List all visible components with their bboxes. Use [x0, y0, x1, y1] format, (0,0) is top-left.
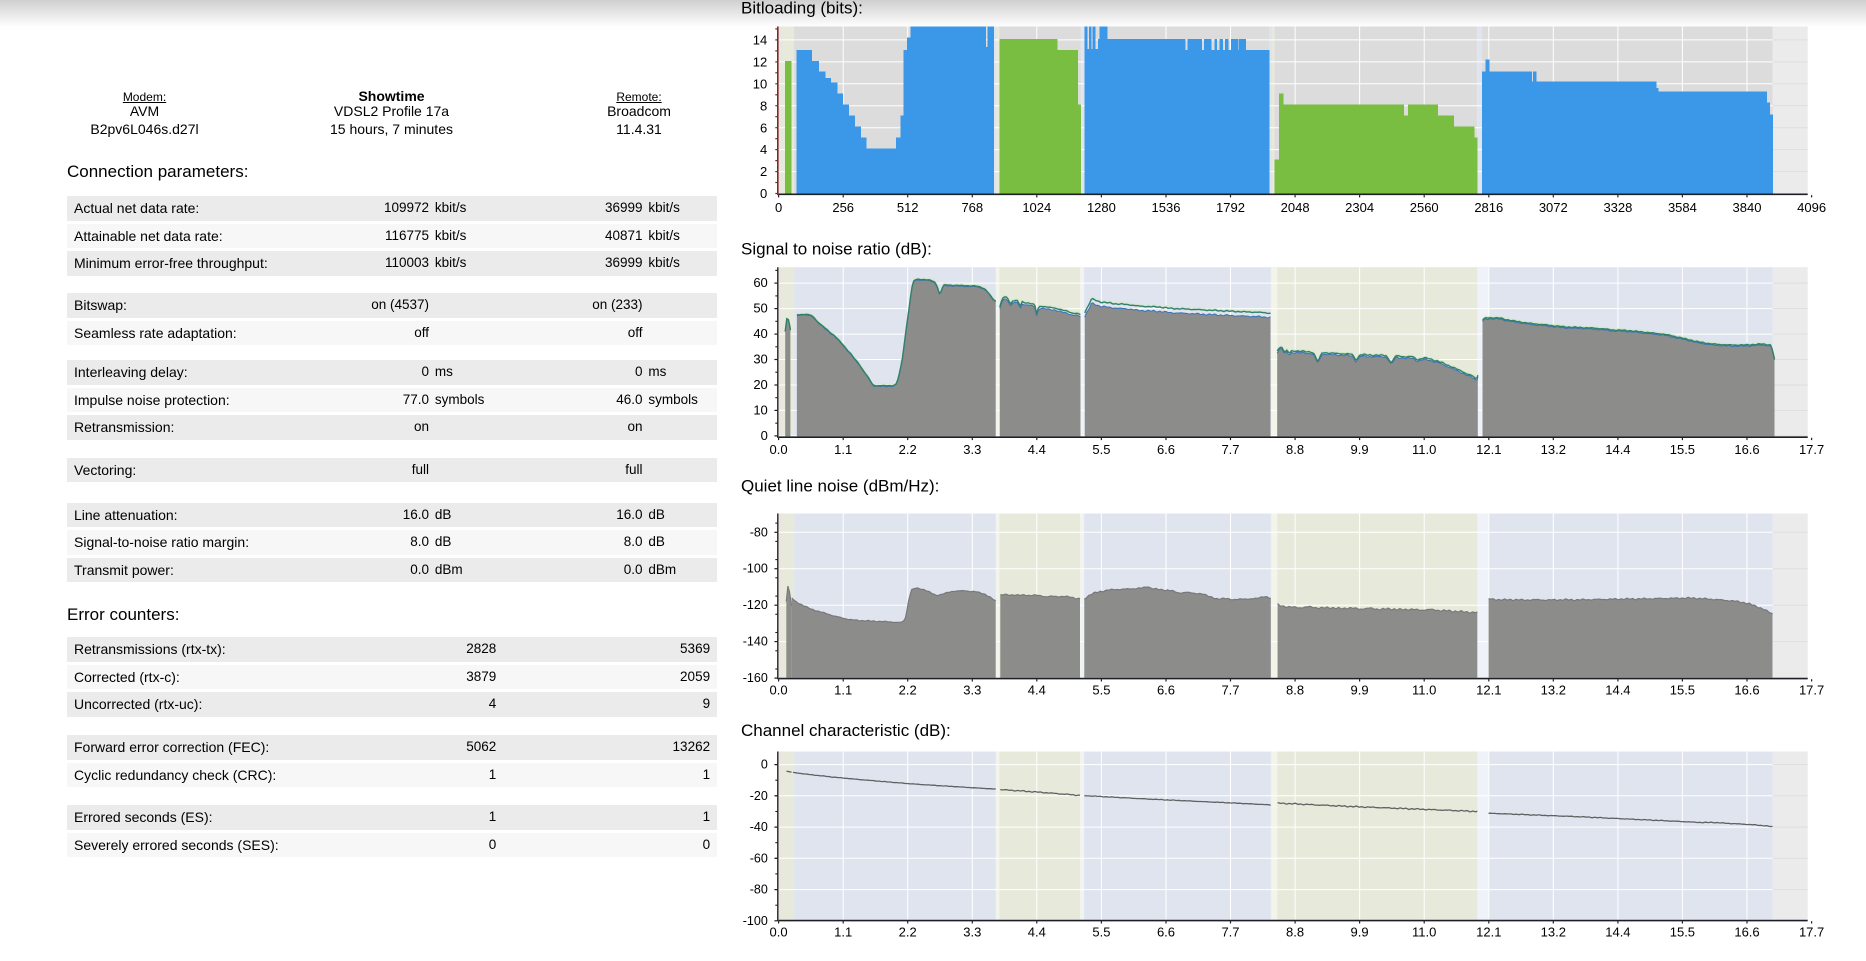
svg-text:14.4: 14.4	[1605, 442, 1630, 457]
svg-text:20: 20	[753, 377, 767, 392]
svg-text:40: 40	[753, 326, 767, 341]
svg-text:8.8: 8.8	[1286, 683, 1304, 698]
svg-text:0: 0	[760, 186, 767, 201]
svg-text:12.1: 12.1	[1476, 683, 1501, 698]
svg-text:15.5: 15.5	[1670, 442, 1695, 457]
svg-text:0: 0	[761, 758, 768, 772]
svg-text:2.2: 2.2	[899, 442, 917, 457]
svg-text:13.2: 13.2	[1541, 925, 1566, 940]
svg-text:4.4: 4.4	[1028, 925, 1046, 940]
svg-text:3.3: 3.3	[963, 925, 981, 940]
svg-text:1.1: 1.1	[834, 442, 852, 457]
svg-text:-60: -60	[750, 851, 768, 865]
svg-text:3072: 3072	[1539, 200, 1568, 215]
svg-text:16.6: 16.6	[1734, 925, 1759, 940]
svg-text:17.7: 17.7	[1799, 442, 1824, 457]
svg-text:2.2: 2.2	[899, 925, 917, 940]
svg-text:0.0: 0.0	[770, 442, 788, 457]
svg-text:8.8: 8.8	[1286, 925, 1304, 940]
svg-text:5.5: 5.5	[1092, 925, 1110, 940]
svg-text:17.7: 17.7	[1799, 925, 1824, 940]
svg-text:2.2: 2.2	[899, 683, 917, 698]
svg-text:6.6: 6.6	[1157, 925, 1175, 940]
svg-text:-100: -100	[743, 562, 768, 576]
svg-text:30: 30	[753, 352, 767, 367]
svg-text:1280: 1280	[1087, 200, 1116, 215]
svg-text:256: 256	[832, 200, 854, 215]
svg-text:7.7: 7.7	[1221, 683, 1239, 698]
svg-text:6.6: 6.6	[1157, 442, 1175, 457]
svg-text:12.1: 12.1	[1476, 442, 1501, 457]
svg-text:15.5: 15.5	[1670, 683, 1695, 698]
svg-text:9.9: 9.9	[1351, 683, 1369, 698]
svg-text:9.9: 9.9	[1351, 442, 1369, 457]
svg-text:7.7: 7.7	[1221, 442, 1239, 457]
svg-text:3328: 3328	[1603, 200, 1632, 215]
svg-text:5.5: 5.5	[1092, 683, 1110, 698]
svg-text:-100: -100	[743, 914, 768, 928]
svg-text:8: 8	[760, 98, 767, 113]
svg-text:0: 0	[761, 428, 768, 443]
svg-text:50: 50	[753, 301, 767, 316]
svg-text:7.7: 7.7	[1221, 925, 1239, 940]
svg-text:11.0: 11.0	[1412, 925, 1436, 940]
svg-text:11.0: 11.0	[1412, 683, 1436, 698]
svg-text:0.0: 0.0	[770, 925, 788, 940]
svg-text:6: 6	[760, 120, 767, 135]
svg-text:1792: 1792	[1216, 200, 1245, 215]
svg-text:4.4: 4.4	[1028, 683, 1046, 698]
svg-text:10: 10	[753, 402, 767, 417]
svg-text:-20: -20	[750, 789, 768, 803]
svg-text:0: 0	[775, 200, 782, 215]
svg-text:9.9: 9.9	[1351, 925, 1369, 940]
svg-text:3.3: 3.3	[963, 683, 981, 698]
svg-text:10: 10	[753, 76, 767, 91]
svg-text:12.1: 12.1	[1476, 925, 1501, 940]
svg-text:-160: -160	[743, 671, 768, 685]
svg-text:14.4: 14.4	[1605, 683, 1630, 698]
svg-text:-40: -40	[750, 820, 768, 834]
svg-text:6.6: 6.6	[1157, 683, 1175, 698]
svg-text:13.2: 13.2	[1541, 683, 1566, 698]
svg-text:2304: 2304	[1345, 200, 1374, 215]
svg-text:-120: -120	[743, 598, 768, 612]
svg-text:3.3: 3.3	[963, 442, 981, 457]
svg-text:14.4: 14.4	[1605, 925, 1630, 940]
svg-text:Signal to noise ratio (dB):: Signal to noise ratio (dB):	[741, 240, 932, 259]
svg-text:4: 4	[760, 142, 767, 157]
svg-text:2048: 2048	[1281, 200, 1310, 215]
svg-text:8.8: 8.8	[1286, 442, 1304, 457]
svg-text:12: 12	[753, 55, 767, 70]
svg-text:2: 2	[760, 164, 767, 179]
svg-text:2560: 2560	[1410, 200, 1439, 215]
svg-text:1024: 1024	[1022, 200, 1051, 215]
svg-text:-80: -80	[750, 883, 768, 897]
svg-text:3840: 3840	[1733, 200, 1762, 215]
svg-text:60: 60	[753, 275, 767, 290]
svg-text:14: 14	[753, 33, 767, 48]
svg-text:11.0: 11.0	[1412, 442, 1436, 457]
svg-text:16.6: 16.6	[1734, 442, 1759, 457]
svg-text:15.5: 15.5	[1670, 925, 1695, 940]
svg-text:5.5: 5.5	[1092, 442, 1110, 457]
svg-text:1536: 1536	[1152, 200, 1181, 215]
svg-text:16.6: 16.6	[1734, 683, 1759, 698]
svg-text:2816: 2816	[1474, 200, 1503, 215]
svg-text:-140: -140	[743, 635, 768, 649]
svg-text:-80: -80	[750, 525, 768, 539]
svg-text:1.1: 1.1	[834, 925, 852, 940]
svg-text:Bitloading (bits):: Bitloading (bits):	[741, 0, 863, 18]
svg-text:0.0: 0.0	[770, 683, 788, 698]
svg-text:4.4: 4.4	[1028, 442, 1046, 457]
svg-text:512: 512	[897, 200, 919, 215]
svg-text:17.7: 17.7	[1799, 683, 1824, 698]
svg-text:768: 768	[961, 200, 983, 215]
svg-text:13.2: 13.2	[1541, 442, 1566, 457]
svg-text:4096: 4096	[1797, 200, 1826, 215]
svg-text:Channel characteristic (dB):: Channel characteristic (dB):	[741, 721, 951, 740]
svg-text:Quiet line noise (dBm/Hz):: Quiet line noise (dBm/Hz):	[741, 476, 939, 495]
svg-text:1.1: 1.1	[834, 683, 852, 698]
svg-text:3584: 3584	[1668, 200, 1697, 215]
